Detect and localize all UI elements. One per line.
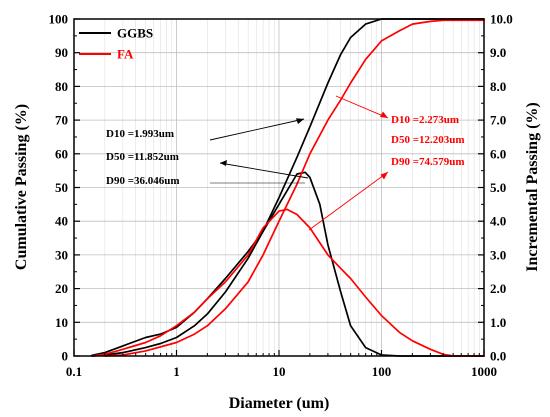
y-tick-label: 10 <box>55 315 68 330</box>
y-tick-label: 80 <box>55 79 68 94</box>
y2-tick-label: 4.0 <box>490 214 506 229</box>
x-tick-label: 1000 <box>471 364 497 379</box>
x-tick-label: 1 <box>173 364 180 379</box>
annotation-fa-d10: D10 =2.273um <box>391 114 459 126</box>
grid <box>73 18 485 357</box>
series-fa-incremental <box>91 208 485 357</box>
series-layer <box>91 18 485 357</box>
annotation-fa-d50: D50 =12.203um <box>391 134 465 146</box>
x-tick-label: 10 <box>273 364 286 379</box>
arrow-ggbs-d10-head <box>296 118 304 124</box>
y-tick-label: 40 <box>55 214 68 229</box>
annotation-fa-d90: D90 =74.579um <box>391 156 465 168</box>
y2-tick-label: 1.0 <box>490 315 506 330</box>
arrow-ggbs-d50-head <box>220 160 227 166</box>
y-tick-label: 20 <box>55 281 68 296</box>
annotation-ggbs-d90: D90 =36.046um <box>106 175 180 187</box>
legend-label-fa: FA <box>117 47 134 62</box>
y-tick-label: 0 <box>62 349 69 364</box>
y2-tick-label: 7.0 <box>490 113 506 128</box>
legend: GGBS FA <box>79 26 153 62</box>
annotation-ggbs-d10: D10 =1.993um <box>106 128 174 140</box>
ticks: 0.1 1 10 100 1000 0 10 20 30 40 50 60 70 80 90 100 0.0 1.… <box>49 12 513 380</box>
arrow-ggbs-d50 <box>219 162 309 179</box>
legend-label-ggbs: GGBS <box>117 26 153 41</box>
y-tick-label: 70 <box>55 113 68 128</box>
x-axis-title: Diameter (um) <box>229 395 330 412</box>
x-tick-label: 0.1 <box>66 364 82 379</box>
y2-tick-label: 3.0 <box>490 247 506 262</box>
arrow-ggbs-d10 <box>209 118 305 141</box>
y2-tick-label: 8.0 <box>490 79 506 94</box>
x-tick-label: 100 <box>372 364 392 379</box>
arrow-fa-d90-head <box>380 172 388 180</box>
arrow-fa-d10-head <box>380 111 388 118</box>
y-tick-label: 90 <box>55 45 68 60</box>
y2-tick-label: 6.0 <box>490 146 506 161</box>
y2-tick-label: 5.0 <box>490 180 506 195</box>
y2-tick-label: 2.0 <box>490 281 506 296</box>
annotation-ggbs-d50: D50 =11.852um <box>106 151 179 163</box>
annotations: D10 =1.993um D50 =11.852um D90 =36.046um… <box>106 95 465 231</box>
y2-tick-label: 10.0 <box>490 12 513 27</box>
y-axis-title: Cumulative Passing (%) <box>13 104 30 270</box>
y2-tick-label: 9.0 <box>490 45 506 60</box>
y2-axis-title: Incremental Passing (%) <box>524 102 541 271</box>
y-tick-label: 50 <box>55 180 68 195</box>
y-tick-label: 60 <box>55 146 68 161</box>
series-ggbs-incremental <box>91 171 485 357</box>
arrow-fa-d10 <box>335 95 389 119</box>
y2-tick-label: 0.0 <box>490 349 506 364</box>
series-fa-cumulative <box>104 19 485 357</box>
y-tick-label: 100 <box>49 12 69 27</box>
y-tick-label: 30 <box>55 247 68 262</box>
arrow-fa-d90 <box>308 171 389 231</box>
